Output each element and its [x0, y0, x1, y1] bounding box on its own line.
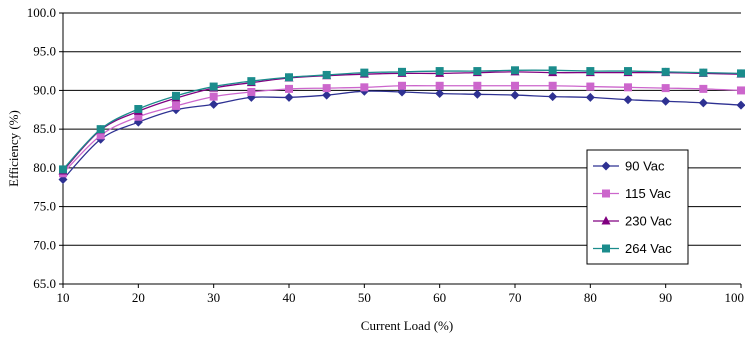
data-point — [398, 81, 406, 90]
legend-marker — [602, 244, 610, 253]
data-point — [284, 92, 294, 102]
data-point — [209, 92, 218, 101]
y-tick-label: 70.0 — [33, 237, 56, 252]
y-tick-label: 75.0 — [33, 199, 56, 214]
legend-marker — [601, 161, 611, 171]
legend-item: 115 Vac — [593, 186, 671, 201]
data-point — [209, 99, 219, 109]
x-tick-label: 80 — [584, 290, 597, 305]
data-point — [360, 83, 369, 92]
data-point — [172, 91, 180, 100]
data-point — [96, 131, 105, 140]
data-point — [360, 68, 369, 77]
x-tick-label: 10 — [57, 290, 70, 305]
y-tick-label: 95.0 — [33, 44, 56, 59]
data-point — [511, 81, 519, 90]
data-point — [623, 95, 633, 105]
data-point — [624, 83, 632, 92]
legend-label: 90 Vac — [625, 159, 665, 174]
data-point — [59, 165, 67, 174]
data-point — [698, 98, 708, 108]
data-point — [134, 105, 143, 114]
legend-item: 230 Vac — [593, 214, 672, 229]
legend-label: 264 Vac — [625, 241, 672, 256]
data-point — [736, 100, 745, 110]
data-point — [510, 90, 520, 100]
legend-marker — [602, 189, 610, 198]
x-tick-label: 100 — [725, 290, 745, 305]
data-point — [548, 92, 558, 102]
data-point — [285, 73, 293, 82]
data-point — [699, 68, 708, 77]
data-point — [624, 67, 632, 76]
x-tick-label: 50 — [358, 290, 371, 305]
data-point — [209, 82, 218, 91]
data-point — [435, 81, 444, 90]
x-tick-label: 20 — [132, 290, 145, 305]
data-point — [473, 67, 482, 76]
data-point — [511, 66, 519, 75]
data-point — [285, 84, 293, 93]
data-point — [473, 81, 482, 90]
data-point — [661, 96, 671, 106]
legend: 90 Vac 115 Vac 230 Vac 264 Vac — [586, 149, 689, 265]
y-tick-label: 85.0 — [33, 121, 56, 136]
y-axis-title: Efficiency (%) — [6, 110, 21, 187]
y-tick-label: 80.0 — [33, 160, 56, 175]
data-point — [737, 86, 745, 95]
data-point — [247, 77, 256, 86]
data-point — [398, 67, 406, 76]
y-tick-label: 100.0 — [27, 5, 56, 20]
data-point — [96, 125, 105, 134]
tick-labels: 65.0 70.0 75.0 80.0 85.0 90.0 95.0 100.0 10 20 30 4… — [27, 5, 744, 305]
data-series — [58, 66, 745, 184]
legend-label: 115 Vac — [625, 186, 671, 201]
axes — [59, 12, 742, 288]
y-tick-label: 90.0 — [33, 82, 56, 97]
data-point — [172, 101, 180, 110]
data-point — [435, 89, 445, 99]
x-axis-title: Current Load (%) — [361, 318, 453, 333]
data-point — [699, 84, 708, 93]
data-point — [322, 90, 332, 100]
data-point — [435, 67, 444, 76]
data-point — [586, 67, 595, 76]
data-point — [472, 89, 482, 99]
x-tick-label: 40 — [283, 290, 296, 305]
data-point — [585, 92, 595, 102]
data-point — [548, 66, 557, 75]
x-tick-label: 70 — [509, 290, 522, 305]
x-tick-label: 30 — [207, 290, 220, 305]
y-tick-label: 65.0 — [33, 276, 56, 291]
legend-item: 264 Vac — [593, 241, 672, 256]
data-point — [548, 81, 557, 90]
data-point — [247, 87, 256, 96]
x-tick-label: 60 — [433, 290, 446, 305]
data-point — [322, 70, 331, 79]
data-point — [134, 112, 143, 121]
data-point — [322, 84, 331, 93]
data-point — [661, 67, 670, 76]
data-point — [586, 82, 595, 91]
x-tick-label: 90 — [659, 290, 672, 305]
legend-marker — [601, 216, 611, 225]
legend-label: 230 Vac — [625, 214, 672, 229]
data-point — [661, 84, 670, 93]
series-264-vac — [59, 66, 745, 174]
legend-item: 90 Vac — [593, 159, 665, 174]
data-point — [737, 69, 745, 78]
